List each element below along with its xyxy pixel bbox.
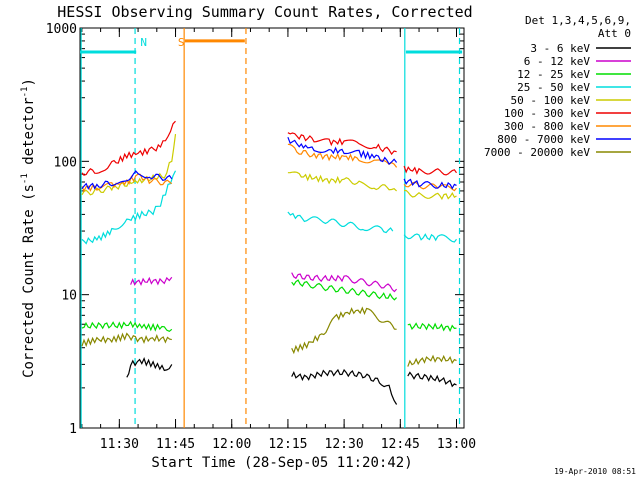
legend-entry-label: 12 - 25 keV <box>517 68 590 81</box>
plot-frame <box>79 27 465 429</box>
flag-label: N <box>140 36 147 49</box>
x-tick-label: 12:00 <box>212 437 251 452</box>
series-line <box>407 371 457 388</box>
x-tick-label: 12:30 <box>325 437 364 452</box>
series-line <box>287 136 398 166</box>
legend-entry-label: 300 - 800 keV <box>504 120 590 133</box>
y-tick-label: 1000 <box>46 22 77 37</box>
series-line <box>291 306 397 355</box>
flag-label: S <box>178 36 185 49</box>
y-tick-label: 1 <box>69 422 77 437</box>
series-line <box>291 368 398 405</box>
y-axis-label-mid: detector <box>21 97 37 173</box>
y-axis-label-exp2: -1 <box>20 87 30 98</box>
series-line <box>126 356 173 378</box>
x-axis-label: Start Time (28-Sep-05 11:20:42) <box>151 455 412 471</box>
series-line <box>287 132 397 156</box>
series-line <box>403 233 457 243</box>
series-line <box>407 354 457 367</box>
legend-entry-label: 25 - 50 keV <box>517 81 590 94</box>
series-line <box>287 171 397 192</box>
legend-header-line1: Det 1,3,4,5,6,9, <box>525 14 631 27</box>
legend-header-line2: Att 0 <box>598 27 631 40</box>
series-line <box>81 332 172 348</box>
x-tick-label: 13:00 <box>437 437 476 452</box>
flag-lines <box>80 28 461 428</box>
y-axis-label-main: Corrected Count Rate (s <box>21 184 37 378</box>
legend-entry-label: 6 - 12 keV <box>524 55 591 68</box>
series-line <box>287 211 394 234</box>
series-line <box>404 189 457 201</box>
series-line <box>291 272 398 293</box>
footer-timestamp: 19-Apr-2010 08:51 <box>554 467 636 476</box>
series-line <box>403 178 457 190</box>
legend-entry-label: 50 - 100 keV <box>511 94 591 107</box>
legend-entry-label: 3 - 6 keV <box>530 42 590 55</box>
chart-title: HESSI Observing Summary Count Rates, Cor… <box>57 3 472 21</box>
y-axis-label-exp1: -1 <box>20 173 30 184</box>
x-tick-label: 12:45 <box>381 437 420 452</box>
x-tick-label: 12:15 <box>268 437 307 452</box>
series-line <box>403 165 457 176</box>
series-line <box>81 134 177 196</box>
series-line <box>81 170 177 245</box>
series-line <box>407 322 457 333</box>
series-line <box>287 143 398 168</box>
series-line <box>291 279 398 301</box>
series-group <box>81 120 457 405</box>
y-axis-label: Corrected Count Rate (s-1 detector-1) <box>20 78 37 378</box>
series-line <box>81 320 173 332</box>
axis-ticks: 11:30 11:45 12:00 12:15 12:30 12:45 13:00 1 10 10… <box>46 22 476 452</box>
series-line <box>81 120 176 176</box>
legend-entry-label: 100 - 300 keV <box>504 107 590 120</box>
x-tick-label: 11:45 <box>156 437 195 452</box>
legend-entry-label: 800 - 7000 keV <box>497 133 590 146</box>
series-line <box>130 276 173 287</box>
x-tick-label: 11:30 <box>100 437 139 452</box>
legend-entry-label: 7000 - 20000 keV <box>484 146 590 159</box>
y-tick-label: 100 <box>54 155 77 170</box>
series-line <box>81 170 173 190</box>
y-tick-label: 10 <box>61 289 77 304</box>
series-line <box>81 173 173 193</box>
y-axis-label-tail: ) <box>21 78 37 86</box>
